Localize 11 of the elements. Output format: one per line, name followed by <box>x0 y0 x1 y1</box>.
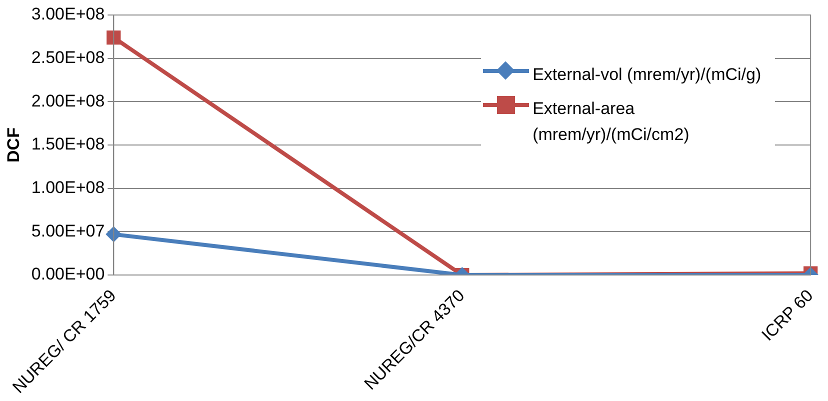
y-tick-label: 5.00E+07 <box>31 221 105 240</box>
y-tick-label: 1.50E+08 <box>31 134 105 154</box>
point <box>106 30 121 45</box>
y-tick-label: 0.00E+00 <box>31 264 105 284</box>
y-tick-label: 3.00E+08 <box>31 4 105 24</box>
y-tick-label: 2.50E+08 <box>31 48 105 68</box>
y-axis-title: DCF <box>4 128 23 162</box>
legend-label: External-area (mrem/yr)/(mCi/cm2) <box>532 98 690 146</box>
y-tick-label: 2.00E+08 <box>31 91 105 110</box>
y-tick-label: 1.00E+08 <box>31 178 105 198</box>
legend-label: External-vol (mrem/yr)/(mCi/g) <box>532 64 762 86</box>
